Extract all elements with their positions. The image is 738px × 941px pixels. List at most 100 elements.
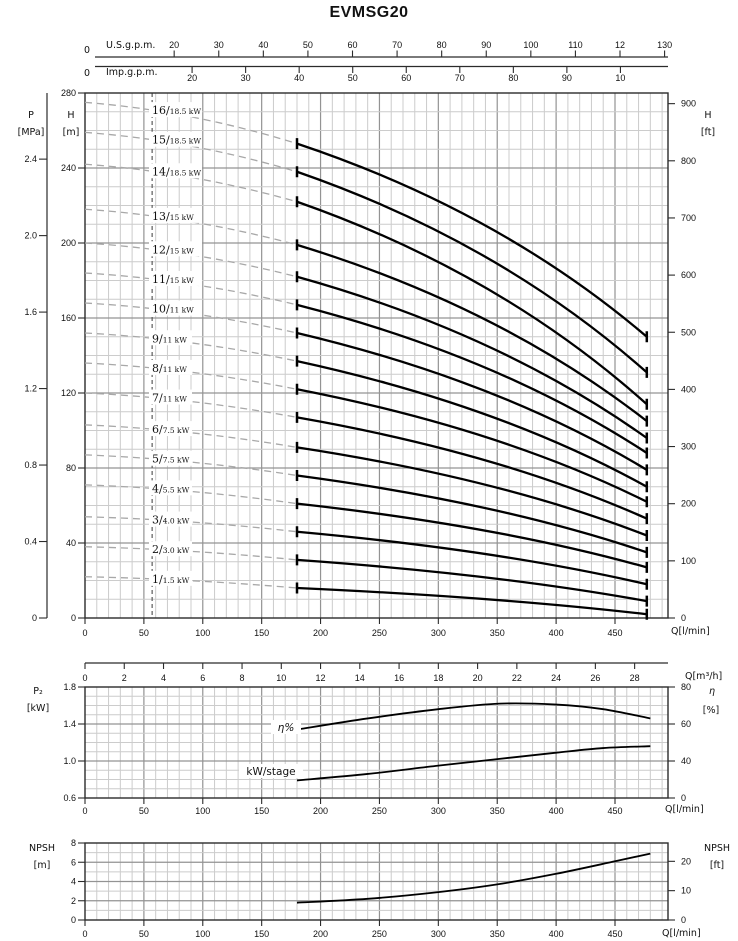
- curve-label-13: 13/15 kW: [149, 207, 202, 223]
- svg-text:1.8: 1.8: [63, 682, 76, 692]
- svg-text:400: 400: [681, 384, 696, 394]
- svg-text:150: 150: [254, 806, 269, 816]
- svg-text:0: 0: [82, 929, 87, 939]
- svg-text:60: 60: [681, 719, 691, 729]
- svg-text:8: 8: [71, 838, 76, 848]
- svg-text:800: 800: [681, 156, 696, 166]
- svg-text:1.2: 1.2: [24, 384, 37, 394]
- svg-text:110: 110: [568, 40, 582, 50]
- svg-text:28: 28: [630, 673, 640, 683]
- svg-text:0.6: 0.6: [63, 793, 76, 803]
- svg-text:12: 12: [615, 40, 625, 50]
- svg-text:40: 40: [681, 756, 691, 766]
- svg-text:10: 10: [276, 673, 286, 683]
- svg-text:0: 0: [681, 915, 686, 925]
- us-gpm-axis-title: U.S.g.p.m.: [106, 40, 156, 51]
- grid: [85, 93, 668, 920]
- npsh-axis-title: NPSH: [28, 843, 55, 854]
- svg-text:2: 2: [122, 673, 127, 683]
- svg-text:4: 4: [161, 673, 166, 683]
- svg-text:100: 100: [195, 929, 210, 939]
- svg-text:0: 0: [681, 613, 686, 623]
- head-axis-unit: [m]: [62, 127, 80, 138]
- svg-text:kW/stage: kW/stage: [246, 766, 295, 778]
- svg-text:30: 30: [241, 73, 251, 83]
- svg-text:13/15 kW: 13/15 kW: [152, 210, 194, 223]
- svg-text:0: 0: [681, 793, 686, 803]
- kw-stage-curve-label: kW/stage: [239, 764, 303, 778]
- svg-text:450: 450: [607, 929, 622, 939]
- svg-text:350: 350: [490, 628, 505, 638]
- q-lmin-label-npsh: Q[l/min]: [662, 928, 701, 939]
- svg-text:50: 50: [139, 929, 149, 939]
- svg-text:2/3.0 kW: 2/3.0 kW: [152, 543, 190, 556]
- svg-text:200: 200: [313, 929, 328, 939]
- curve-label-10: 10/11 kW: [149, 300, 202, 316]
- svg-text:150: 150: [254, 929, 269, 939]
- svg-text:50: 50: [303, 40, 313, 50]
- curve-label-3: 3/4.0 kW: [149, 511, 192, 527]
- q-m3h-label: Q[m³/h]: [685, 671, 723, 682]
- curve-label-14: 14/18.5 kW: [149, 163, 202, 179]
- svg-text:80: 80: [508, 73, 518, 83]
- svg-text:120: 120: [61, 388, 76, 398]
- svg-text:8: 8: [240, 673, 245, 683]
- svg-text:6/7.5 kW: 6/7.5 kW: [152, 423, 190, 436]
- svg-text:10: 10: [681, 886, 691, 896]
- svg-text:250: 250: [372, 806, 387, 816]
- svg-text:80: 80: [66, 463, 76, 473]
- svg-text:1.0: 1.0: [63, 756, 76, 766]
- svg-text:6: 6: [71, 857, 76, 867]
- svg-text:0.8: 0.8: [24, 460, 37, 470]
- svg-text:7/11 kW: 7/11 kW: [152, 392, 187, 405]
- svg-text:400: 400: [549, 628, 564, 638]
- svg-text:130: 130: [657, 40, 672, 50]
- svg-text:700: 700: [681, 213, 696, 223]
- head-capacity-curves: 16/18.5 kW 15/18.5 kW 14/18.5 kW 13/15 kW 12…: [84, 101, 649, 620]
- svg-text:5/7.5 kW: 5/7.5 kW: [152, 453, 190, 466]
- svg-text:240: 240: [61, 163, 76, 173]
- svg-text:30: 30: [214, 40, 224, 50]
- svg-text:350: 350: [490, 806, 505, 816]
- svg-text:8/11 kW: 8/11 kW: [152, 362, 187, 375]
- svg-text:2.0: 2.0: [24, 231, 37, 241]
- curve-label-11: 11/15 kW: [149, 270, 202, 286]
- npsh-ft-axis-unit: [ft]: [709, 860, 725, 871]
- svg-text:3/4.0 kW: 3/4.0 kW: [152, 514, 190, 527]
- svg-text:70: 70: [455, 73, 465, 83]
- svg-text:0: 0: [71, 613, 76, 623]
- pressure-axis-title: P: [28, 110, 34, 121]
- head-ft-axis-title: H: [704, 110, 712, 121]
- svg-text:0.4: 0.4: [24, 537, 37, 547]
- imp-gpm-zero-label: 0: [83, 68, 91, 79]
- svg-text:11/15 kW: 11/15 kW: [152, 273, 194, 286]
- svg-text:100: 100: [195, 806, 210, 816]
- curve-label-5: 5/7.5 kW: [149, 450, 192, 466]
- svg-text:60: 60: [401, 73, 411, 83]
- svg-text:450: 450: [607, 806, 622, 816]
- svg-text:90: 90: [481, 40, 491, 50]
- svg-text:300: 300: [431, 806, 446, 816]
- svg-text:300: 300: [431, 929, 446, 939]
- svg-text:900: 900: [681, 99, 696, 109]
- chart-title: EVMSG20: [329, 4, 409, 21]
- svg-text:250: 250: [372, 628, 387, 638]
- svg-text:14/18.5 kW: 14/18.5 kW: [152, 165, 201, 178]
- svg-text:100: 100: [195, 628, 210, 638]
- svg-text:20: 20: [681, 856, 691, 866]
- svg-text:450: 450: [607, 628, 622, 638]
- svg-text:350: 350: [490, 929, 505, 939]
- svg-text:24: 24: [551, 673, 561, 683]
- pressure-axis-unit: [MPa]: [17, 127, 45, 138]
- curve-label-16: 16/18.5 kW: [149, 102, 202, 118]
- curve-label-2: 2/3.0 kW: [149, 541, 192, 557]
- svg-text:70: 70: [392, 40, 402, 50]
- svg-text:0: 0: [32, 613, 37, 623]
- q-lmin-label-main: Q[l/min]: [671, 626, 710, 637]
- svg-text:20: 20: [187, 73, 197, 83]
- svg-text:80: 80: [681, 682, 691, 692]
- svg-text:20: 20: [473, 673, 483, 683]
- svg-text:500: 500: [681, 327, 696, 337]
